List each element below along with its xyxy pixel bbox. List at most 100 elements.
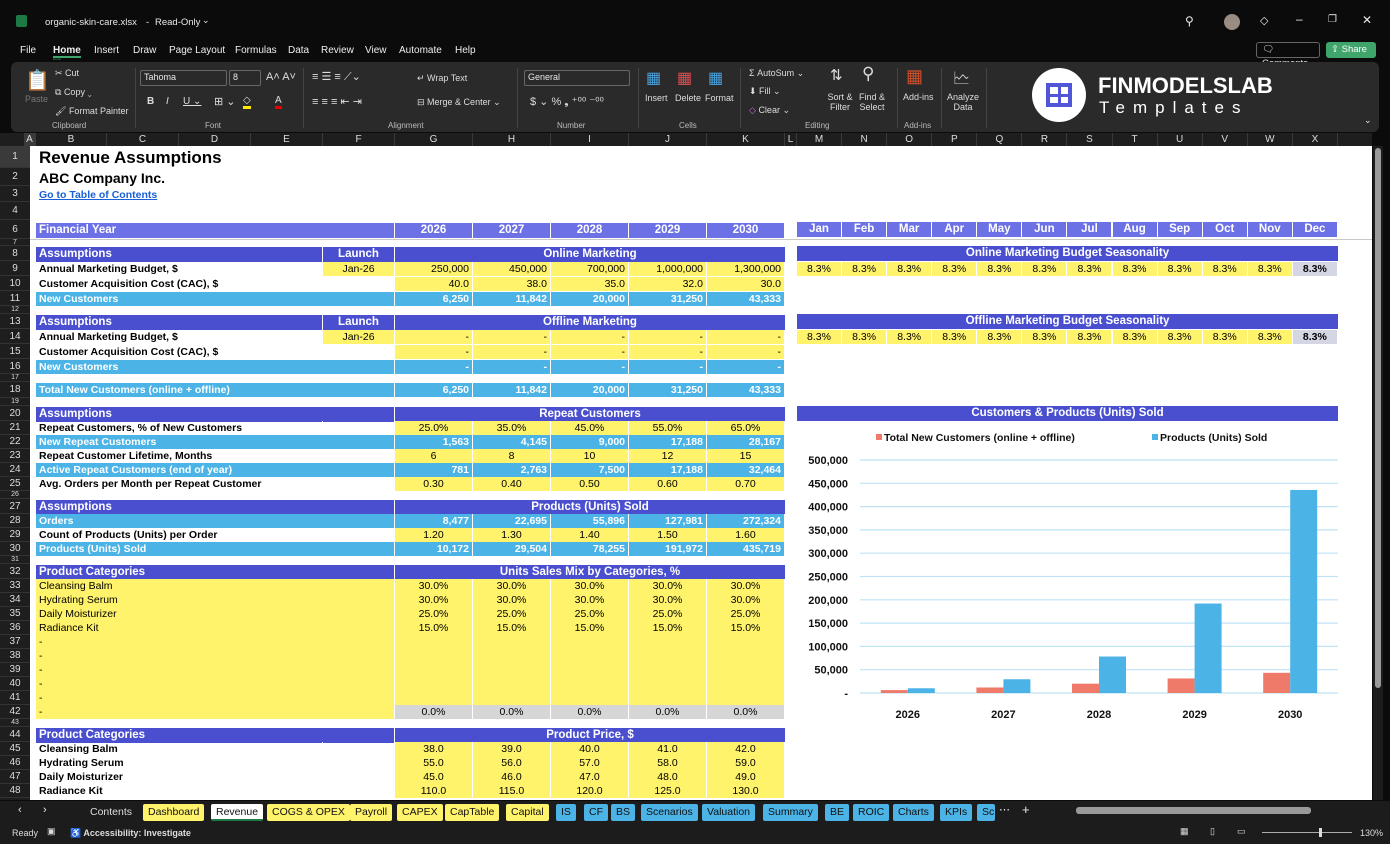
value-cell[interactable]: - <box>707 344 785 359</box>
value-cell[interactable] <box>707 635 785 649</box>
copy-button[interactable]: ⧉ Copy ⌄ <box>55 87 92 97</box>
seasonality-cell[interactable]: 8.3% <box>1202 330 1248 344</box>
value-cell[interactable]: 49.0 <box>707 770 785 784</box>
value-cell[interactable]: 38.0 <box>473 276 551 291</box>
value-cell[interactable] <box>629 649 707 663</box>
value-cell[interactable] <box>551 677 629 691</box>
value-cell[interactable]: 30.0% <box>395 579 473 593</box>
row-header-43[interactable]: 43 <box>0 719 30 727</box>
value-cell[interactable]: 30.0% <box>473 593 551 607</box>
row-header-36[interactable]: 36 <box>0 621 30 635</box>
underline-icon[interactable]: U ⌄ <box>183 96 202 107</box>
seasonality-cell[interactable]: 8.3% <box>977 330 1023 344</box>
seasonality-cell[interactable]: 8.3% <box>1112 262 1158 276</box>
value-cell[interactable]: 30.0% <box>707 593 785 607</box>
row-header-46[interactable]: 46 <box>0 756 30 770</box>
sheet-tab-valuation[interactable]: Valuation <box>702 804 756 821</box>
value-cell[interactable]: 25.0% <box>395 607 473 621</box>
fill-color-icon[interactable]: ◇ <box>243 95 251 109</box>
row-header-18[interactable]: 18 <box>0 382 30 398</box>
read-only-dropdown[interactable]: Read-Only <box>155 17 201 28</box>
row-header-30[interactable]: 30 <box>0 542 30 556</box>
seasonality-cell[interactable]: 8.3% <box>797 262 842 276</box>
seasonality-cell[interactable]: 8.3% <box>1247 330 1293 344</box>
value-cell[interactable]: 125.0 <box>629 784 707 798</box>
row-header-20[interactable]: 20 <box>0 406 30 421</box>
value-cell[interactable]: 39.0 <box>473 742 551 756</box>
row-header-38[interactable]: 38 <box>0 649 30 663</box>
value-cell[interactable]: 59.0 <box>707 756 785 770</box>
column-header-U[interactable]: U <box>1158 133 1203 146</box>
sheet-tab-captable[interactable]: CapTable <box>445 804 500 821</box>
row-header-10[interactable]: 10 <box>0 276 30 291</box>
value-cell[interactable]: 15 <box>707 449 785 463</box>
value-cell[interactable]: 25.0% <box>473 607 551 621</box>
sheet-tab-payroll[interactable]: Payroll <box>350 804 393 821</box>
seasonality-cell[interactable]: 8.3% <box>842 330 888 344</box>
value-cell[interactable]: 110.0 <box>395 784 473 798</box>
column-header-A[interactable]: A <box>24 133 36 146</box>
value-cell[interactable]: 6 <box>395 449 473 463</box>
value-cell[interactable] <box>395 635 473 649</box>
value-cell[interactable]: 40.0 <box>551 742 629 756</box>
value-cell[interactable] <box>629 691 707 705</box>
accessibility-status[interactable]: ♿ Accessibility: Investigate <box>70 828 191 838</box>
column-header-N[interactable]: N <box>842 133 888 146</box>
column-header-H[interactable]: H <box>473 133 551 146</box>
delete-button[interactable]: Delete <box>675 93 702 103</box>
more-sheets-icon[interactable]: ⋯ <box>999 804 1010 816</box>
seasonality-cell[interactable]: 8.3% <box>1067 262 1113 276</box>
value-cell[interactable] <box>707 677 785 691</box>
menu-tab-insert[interactable]: Insert <box>94 45 120 56</box>
menu-tab-file[interactable]: File <box>20 45 37 56</box>
value-cell[interactable]: 38.0 <box>395 742 473 756</box>
value-cell[interactable] <box>395 649 473 663</box>
sheet-tab-is[interactable]: IS <box>556 804 576 821</box>
value-cell[interactable]: 25.0% <box>707 607 785 621</box>
close-icon[interactable]: ✕ <box>1362 13 1373 27</box>
value-cell[interactable] <box>473 649 551 663</box>
row-header-29[interactable]: 29 <box>0 528 30 542</box>
cut-button[interactable]: ✂ Cut <box>55 68 80 78</box>
sheet-tab-scenarios[interactable]: Scenarios <box>641 804 698 821</box>
sheet-tab-roic[interactable]: ROIC <box>853 804 890 821</box>
zoom-slider[interactable] <box>1262 828 1352 837</box>
value-cell[interactable]: 46.0 <box>473 770 551 784</box>
vertical-scrollbar[interactable] <box>1373 146 1383 800</box>
row-header-8[interactable]: 8 <box>0 246 30 261</box>
row-header-21[interactable]: 21 <box>0 421 30 435</box>
value-cell[interactable] <box>551 663 629 677</box>
fill-button[interactable]: ⬇ Fill ⌄ <box>749 86 781 96</box>
seasonality-cell[interactable]: 8.3% <box>1112 330 1158 344</box>
menu-tab-data[interactable]: Data <box>288 45 310 56</box>
value-cell[interactable]: 1.30 <box>473 528 551 542</box>
addins-button[interactable]: Add-ins <box>903 92 934 102</box>
launch-cell[interactable]: Jan-26 <box>323 329 395 344</box>
launch-cell[interactable]: Jan-26 <box>323 261 395 276</box>
row-header-2[interactable]: 2 <box>0 168 30 186</box>
seasonality-cell[interactable]: 8.3% <box>1022 262 1068 276</box>
value-cell[interactable] <box>707 691 785 705</box>
value-cell[interactable] <box>473 677 551 691</box>
column-header-R[interactable]: R <box>1022 133 1068 146</box>
column-header-C[interactable]: C <box>107 133 179 146</box>
search-icon[interactable]: ⚲ <box>1185 14 1194 28</box>
page-layout-icon[interactable]: ▯ <box>1210 826 1215 836</box>
value-cell[interactable]: 1,000,000 <box>629 261 707 276</box>
value-cell[interactable]: 0.60 <box>629 477 707 491</box>
row-header-45[interactable]: 45 <box>0 742 30 756</box>
sheet-tab-be[interactable]: BE <box>825 804 850 821</box>
menu-tab-automate[interactable]: Automate <box>399 45 442 56</box>
value-cell[interactable] <box>707 649 785 663</box>
row-header-25[interactable]: 25 <box>0 477 30 491</box>
value-cell[interactable] <box>395 691 473 705</box>
value-cell[interactable]: 15.0% <box>551 621 629 635</box>
row-header-6[interactable]: 6 <box>0 220 30 239</box>
seasonality-cell[interactable]: 8.3% <box>1202 262 1248 276</box>
value-cell[interactable]: 0.70 <box>707 477 785 491</box>
delete-cells-icon[interactable]: ▦ <box>677 70 693 87</box>
value-cell[interactable]: 1.60 <box>707 528 785 542</box>
clear-button[interactable]: ◇ Clear ⌄ <box>749 105 790 115</box>
menu-tab-review[interactable]: Review <box>321 45 354 56</box>
column-header-E[interactable]: E <box>251 133 323 146</box>
